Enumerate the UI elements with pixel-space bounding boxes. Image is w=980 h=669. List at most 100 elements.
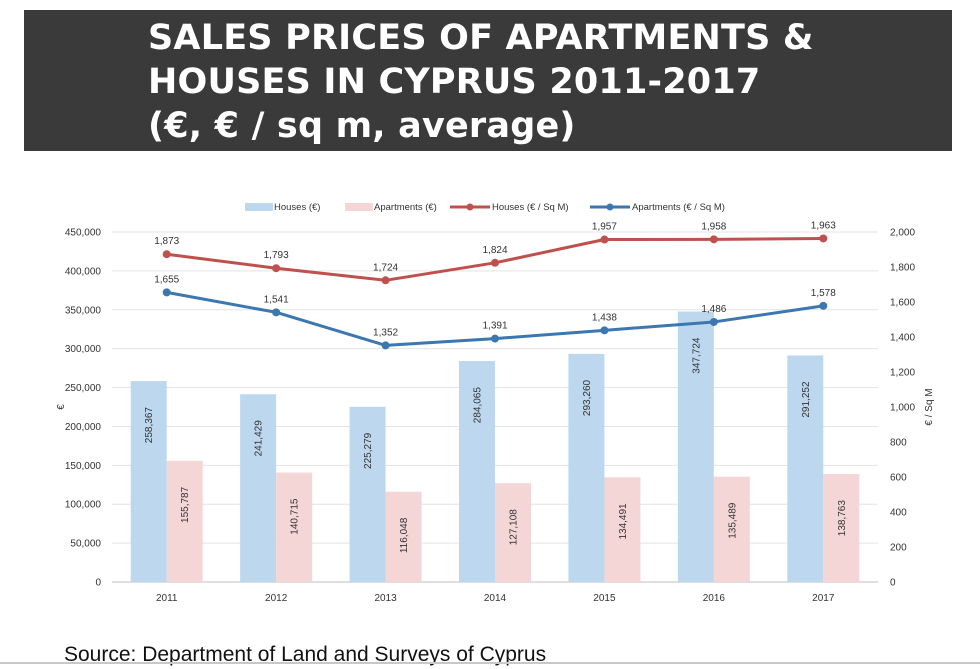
chart-title: SALES PRICES OF APARTMENTS & HOUSES IN C… bbox=[148, 16, 814, 148]
legend-label: Apartments (€) bbox=[374, 202, 437, 213]
line-data-label: 1,655 bbox=[154, 274, 179, 285]
y2-tick-label: 1,000 bbox=[890, 403, 915, 414]
bar-data-label: 258,367 bbox=[144, 407, 155, 444]
line-point bbox=[491, 258, 499, 267]
bottom-divider bbox=[0, 662, 980, 664]
line-point bbox=[709, 317, 718, 326]
x-tick-label: 2017 bbox=[812, 593, 835, 604]
y2-tick-label: 1,600 bbox=[890, 298, 915, 309]
bar bbox=[787, 355, 824, 582]
line-data-label: 1,352 bbox=[373, 327, 398, 338]
line-data-label: 1,486 bbox=[701, 304, 726, 315]
y2-tick-label: 800 bbox=[890, 438, 907, 449]
bar bbox=[166, 460, 203, 582]
title-line-1: SALES PRICES OF APARTMENTS & bbox=[148, 18, 814, 58]
y-tick-label: 50,000 bbox=[70, 539, 101, 550]
line-point bbox=[272, 264, 281, 273]
line-point bbox=[491, 334, 499, 343]
y-tick-label: 0 bbox=[95, 578, 101, 589]
line-data-label: 1,578 bbox=[811, 288, 836, 299]
bar-data-label: 347,724 bbox=[691, 337, 702, 374]
y2-tick-label: 2,000 bbox=[890, 228, 915, 239]
legend-label: Apartments (€ / Sq M) bbox=[632, 202, 725, 213]
line-point bbox=[819, 234, 828, 243]
bar bbox=[495, 483, 531, 582]
bar-data-label: 138,763 bbox=[837, 500, 848, 537]
bar bbox=[276, 472, 313, 582]
line-data-label: 1,873 bbox=[154, 236, 179, 247]
source-note: Source: Department of Land and Surveys o… bbox=[64, 643, 547, 666]
bar bbox=[604, 477, 641, 582]
line-data-label: 1,957 bbox=[592, 222, 617, 233]
line-point bbox=[600, 235, 609, 244]
line-data-label: 1,724 bbox=[373, 262, 398, 273]
line-point bbox=[600, 326, 609, 335]
x-tick-label: 2014 bbox=[484, 593, 507, 604]
bar-data-label: 134,491 bbox=[618, 503, 629, 540]
line-data-label: 1,793 bbox=[264, 250, 289, 261]
bar bbox=[459, 361, 495, 582]
line-point bbox=[162, 288, 171, 297]
bar-data-label: 291,252 bbox=[801, 381, 812, 418]
line-point bbox=[381, 341, 390, 350]
bar bbox=[568, 353, 605, 582]
line-point bbox=[381, 276, 390, 285]
bar bbox=[677, 311, 714, 582]
y-tick-label: 350,000 bbox=[65, 305, 102, 316]
y2-tick-label: 0 bbox=[890, 578, 896, 589]
legend-label: Houses (€) bbox=[274, 202, 320, 213]
title-banner: SALES PRICES OF APARTMENTS & HOUSES IN C… bbox=[24, 10, 952, 151]
title-line-2: HOUSES IN CYPRUS 2011-2017 bbox=[148, 62, 761, 102]
bar-data-label: 116,048 bbox=[399, 517, 410, 553]
line-data-label: 1,541 bbox=[264, 294, 289, 305]
bar bbox=[823, 474, 860, 582]
x-tick-label: 2016 bbox=[703, 593, 726, 604]
x-tick-label: 2015 bbox=[593, 593, 616, 604]
y-tick-label: 200,000 bbox=[65, 422, 102, 433]
bar bbox=[130, 381, 167, 582]
bar-data-label: 293,260 bbox=[582, 379, 593, 416]
y2-tick-label: 200 bbox=[890, 543, 907, 554]
line-point bbox=[819, 301, 828, 310]
bar bbox=[713, 476, 750, 582]
x-tick-label: 2012 bbox=[265, 593, 288, 604]
legend-swatch bbox=[245, 203, 273, 211]
y-tick-label: 100,000 bbox=[65, 500, 102, 511]
line-point bbox=[272, 308, 281, 317]
legend-marker bbox=[466, 203, 474, 211]
title-line-3: (€, € / sq m, average) bbox=[148, 106, 576, 146]
line-data-label: 1,391 bbox=[482, 321, 507, 332]
y-axis-title: € bbox=[56, 404, 67, 410]
legend-swatch bbox=[345, 203, 373, 211]
bar bbox=[349, 406, 386, 582]
y-tick-label: 450,000 bbox=[65, 228, 102, 239]
line-data-label: 1,958 bbox=[701, 221, 726, 232]
bar-data-label: 284,065 bbox=[473, 387, 484, 424]
bar-data-label: 140,715 bbox=[290, 498, 301, 535]
legend-marker bbox=[606, 203, 614, 211]
line-data-label: 1,963 bbox=[811, 220, 836, 231]
line-point bbox=[162, 250, 171, 259]
y-tick-label: 400,000 bbox=[65, 266, 102, 277]
x-tick-label: 2013 bbox=[374, 593, 397, 604]
y2-tick-label: 1,200 bbox=[890, 368, 915, 379]
line-data-label: 1,824 bbox=[482, 245, 507, 256]
line-data-label: 1,438 bbox=[592, 312, 617, 323]
bar bbox=[240, 394, 277, 582]
bar-data-label: 135,489 bbox=[727, 502, 738, 539]
y2-tick-label: 600 bbox=[890, 473, 907, 484]
line-point bbox=[709, 235, 718, 244]
bar-data-label: 241,429 bbox=[254, 420, 265, 457]
y-tick-label: 150,000 bbox=[65, 461, 102, 472]
y-tick-label: 300,000 bbox=[65, 344, 102, 355]
bar-data-label: 225,279 bbox=[363, 432, 374, 469]
bar-data-label: 127,108 bbox=[509, 509, 520, 546]
legend-label: Houses (€ / Sq M) bbox=[492, 202, 569, 213]
bar-data-label: 155,787 bbox=[180, 486, 191, 523]
bar bbox=[385, 491, 422, 582]
y2-tick-label: 1,800 bbox=[890, 263, 915, 274]
y-tick-label: 250,000 bbox=[65, 383, 102, 394]
y2-tick-label: 1,400 bbox=[890, 333, 915, 344]
y2-axis-title: € / Sq M bbox=[924, 388, 935, 425]
